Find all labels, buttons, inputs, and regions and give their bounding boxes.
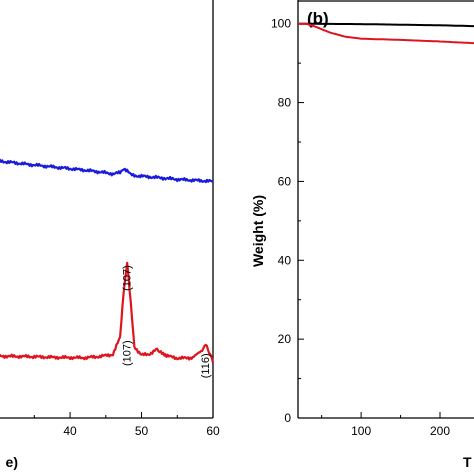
panel-b-x-axis-title: T — [463, 454, 472, 470]
panel-a-x-axis-title: e) — [6, 454, 18, 470]
panel-a-x-tick-label: 40 — [63, 424, 77, 438]
panel-a-peak-label: (107) — [122, 265, 134, 291]
panel-b-x-tick-label: 100 — [351, 424, 371, 438]
panel-a-peak-label: (107) — [122, 340, 134, 366]
panel-b-x-tick-label: 200 — [430, 424, 450, 438]
panel-b-y-tick-label: 40 — [278, 253, 292, 267]
panel-b-y-tick-label: 80 — [278, 96, 292, 110]
panel-b-y-axis-title: Weight (%) — [250, 195, 266, 267]
panel-b-y-tick-label: 60 — [278, 174, 292, 188]
panel-b-y-tick-label: 100 — [271, 17, 291, 31]
panel-a-series-line-1 — [0, 158, 214, 184]
panel-b-series-line-1 — [298, 22, 474, 28]
panel-a-xrd-chart: 40 50 60 e) (107) (107) (116) — [0, 0, 220, 470]
panel-a-series-line-2 — [0, 261, 215, 364]
panel-a-x-tick-label: 60 — [206, 424, 220, 438]
panel-a-x-tick-label: 50 — [135, 424, 149, 438]
panel-b-tga-chart: 020406080100100200300Weight (%)T(b) — [250, 0, 474, 470]
panel-b-y-tick-label: 20 — [278, 332, 292, 346]
panel-b-y-tick-label: 0 — [284, 411, 291, 425]
panel-b-series-line-2 — [298, 22, 474, 45]
panel-a-peak-label: (116) — [200, 353, 212, 378]
